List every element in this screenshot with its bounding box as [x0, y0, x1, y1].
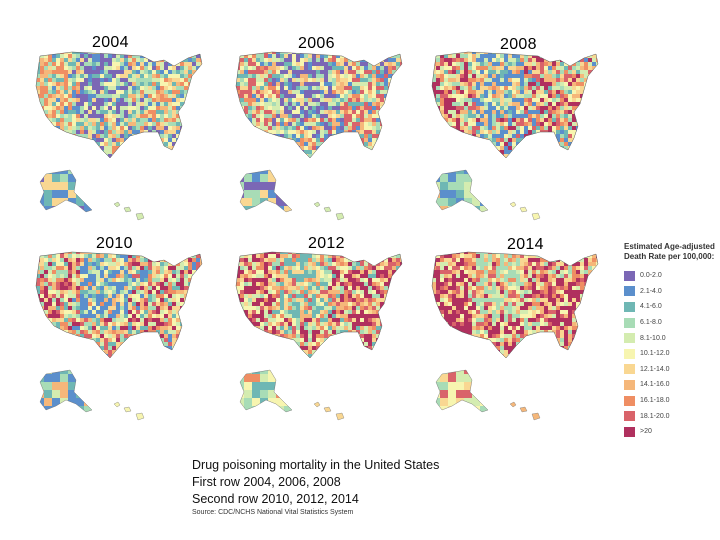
legend-swatch — [624, 411, 635, 422]
legend-label: 14.1-16.0 — [640, 381, 670, 389]
year-label-2014: 2014 — [507, 236, 544, 253]
caption-line-1: Drug poisoning mortality in the United S… — [192, 458, 440, 472]
us-mainland — [432, 252, 598, 358]
legend-label: 10.1-12.0 — [640, 350, 670, 358]
legend-label: 4.1-6.0 — [640, 303, 662, 311]
legend-item: 4.1-6.0 — [624, 299, 720, 315]
map-2004 — [35, 51, 203, 221]
legend-label: 12.1-14.0 — [640, 365, 670, 373]
year-label-2004: 2004 — [92, 34, 129, 51]
map-2006 — [235, 51, 403, 221]
legend-swatch — [624, 317, 635, 328]
hawaii — [313, 201, 345, 221]
legend-title: Estimated Age-adjusted Death Rate per 10… — [624, 242, 715, 261]
legend-label: 18.1-20.0 — [640, 412, 670, 420]
legend-swatch — [624, 395, 635, 406]
year-label-2010: 2010 — [96, 235, 133, 252]
legend-item: 18.1-20.0 — [624, 408, 720, 424]
us-mainland — [36, 52, 202, 158]
legend-swatch — [624, 333, 635, 344]
legend-item: 14.1-16.0 — [624, 377, 720, 393]
legend-label: >20 — [640, 428, 652, 436]
legend-item: 6.1-8.0 — [624, 315, 720, 331]
map-2008 — [431, 51, 599, 221]
hawaii — [313, 401, 345, 421]
us-mainland — [36, 252, 202, 358]
hawaii — [509, 201, 541, 221]
legend-label: 8.1-10.0 — [640, 334, 666, 342]
legend-label: 16.1-18.0 — [640, 397, 670, 405]
legend-label: 0.0-2.0 — [640, 272, 662, 280]
legend-item: 10.1-12.0 — [624, 346, 720, 362]
map-2010 — [35, 251, 203, 421]
legend-item: 2.1-4.0 — [624, 284, 720, 300]
map-2012 — [235, 251, 403, 421]
caption: Drug poisoning mortality in the United S… — [192, 457, 439, 518]
legend-swatch — [624, 426, 635, 437]
year-label-2012: 2012 — [308, 235, 345, 252]
hawaii — [113, 401, 145, 421]
legend-item: 8.1-10.0 — [624, 330, 720, 346]
caption-source: Source: CDC/NCHS National Vital Statisti… — [192, 509, 354, 516]
legend-swatch — [624, 301, 635, 312]
legend-items: 0.0-2.0 2.1-4.0 4.1-6.0 6.1-8.0 8.1-10.0 10.1… — [624, 268, 720, 440]
map-2014 — [431, 251, 599, 421]
legend-swatch — [624, 270, 635, 281]
caption-line-3: Second row 2010, 2012, 2014 — [192, 492, 359, 506]
hawaii — [113, 201, 145, 221]
legend-item: 12.1-14.0 — [624, 362, 720, 378]
year-label-2008: 2008 — [500, 36, 537, 53]
year-label-2006: 2006 — [298, 35, 335, 52]
legend-swatch — [624, 286, 635, 297]
us-mainland — [236, 252, 402, 358]
legend-item: >20 — [624, 424, 720, 440]
us-mainland — [236, 52, 402, 158]
legend-item: 0.0-2.0 — [624, 268, 720, 284]
hawaii — [509, 401, 541, 421]
legend-label: 2.1-4.0 — [640, 287, 662, 295]
legend-swatch — [624, 364, 635, 375]
legend-label: 6.1-8.0 — [640, 319, 662, 327]
legend-item: 16.1-18.0 — [624, 393, 720, 409]
legend-swatch — [624, 348, 635, 359]
legend: Estimated Age-adjusted Death Rate per 10… — [624, 242, 720, 440]
us-mainland — [432, 52, 598, 158]
legend-swatch — [624, 379, 635, 390]
caption-line-2: First row 2004, 2006, 2008 — [192, 475, 341, 489]
